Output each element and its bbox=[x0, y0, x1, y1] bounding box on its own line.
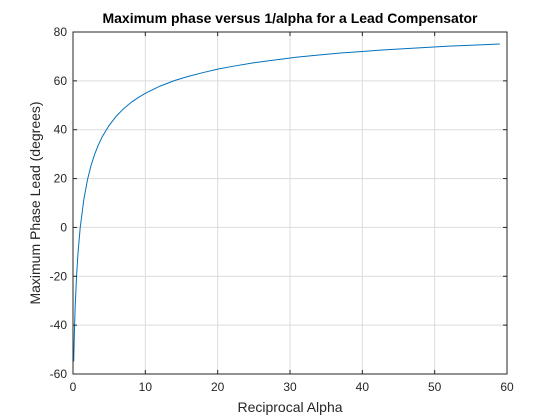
y-tick-label: 0 bbox=[60, 220, 67, 234]
x-tick-label: 40 bbox=[356, 380, 370, 394]
x-tick-label: 20 bbox=[211, 380, 225, 394]
series-line bbox=[73, 43, 500, 362]
x-tick-label: 50 bbox=[428, 380, 442, 394]
y-tick-label: 20 bbox=[54, 172, 68, 186]
chart-title: Maximum phase versus 1/alpha for a Lead … bbox=[102, 10, 478, 26]
y-axis-label: Maximum Phase Lead (degrees) bbox=[27, 101, 43, 304]
y-tick-label: -40 bbox=[50, 318, 68, 332]
x-tick-label: 10 bbox=[139, 380, 153, 394]
x-axis-label: Reciprocal Alpha bbox=[237, 399, 342, 415]
x-tick-label: 0 bbox=[70, 380, 77, 394]
y-tick-label: 80 bbox=[54, 25, 68, 39]
y-tick-label: -20 bbox=[50, 269, 68, 283]
x-tick-label: 30 bbox=[283, 380, 297, 394]
series-layer bbox=[73, 43, 500, 362]
ticks bbox=[72, 31, 508, 375]
y-tick-label: 60 bbox=[54, 74, 68, 88]
grid bbox=[73, 32, 507, 374]
x-tick-label: 60 bbox=[500, 380, 514, 394]
y-tick-label: -60 bbox=[50, 367, 68, 381]
tick-labels: 0 10 20 30 40 50 60 -60 -40 -20 0 20 40 60 80 bbox=[50, 25, 514, 394]
y-tick-label: 40 bbox=[54, 123, 68, 137]
